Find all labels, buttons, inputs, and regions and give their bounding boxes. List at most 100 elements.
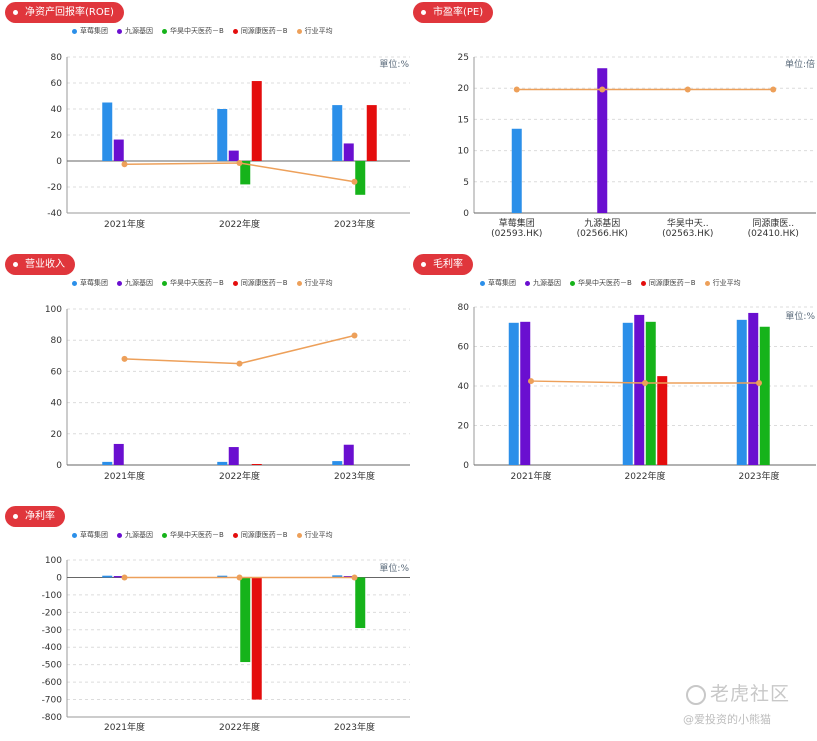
x-tick-label: 2021年度 (511, 470, 552, 482)
avg-point[interactable] (121, 355, 128, 362)
bar[interactable] (366, 105, 377, 161)
bar[interactable] (520, 321, 531, 465)
bar[interactable] (217, 575, 228, 578)
bar[interactable] (645, 321, 656, 465)
avg-point[interactable] (351, 574, 358, 581)
bar[interactable] (622, 322, 633, 465)
legend-item[interactable]: 华昊中天医药－B (162, 278, 224, 288)
x-tick-label: 2023年度 (334, 470, 375, 482)
bar[interactable] (355, 577, 366, 629)
bar[interactable] (102, 575, 113, 578)
bar[interactable] (102, 102, 113, 162)
bar[interactable] (228, 150, 239, 161)
bar[interactable] (634, 314, 645, 465)
bar[interactable] (759, 326, 770, 465)
legend-item[interactable]: 华昊中天医药－B (162, 26, 224, 36)
roe-legend[interactable]: 草莓集团 九源基因 华昊中天医药－B 同源康医药－B 行业平均 (72, 26, 342, 36)
x-tick-label: 华昊中天.. (02563.HK) (662, 217, 713, 239)
legend-label: 九源基因 (125, 531, 153, 539)
y-tick-label: 20 (51, 430, 63, 440)
legend-item[interactable]: 同源康医药－B (232, 530, 288, 540)
avg-point[interactable] (756, 380, 762, 387)
legend-label: 同源康医药－B (240, 531, 288, 539)
avg-point[interactable] (351, 332, 358, 339)
avg-point[interactable] (236, 159, 243, 166)
gross-legend[interactable]: 草莓集团 九源基因 华昊中天医药－B 同源康医药－B 行业平均 (480, 278, 750, 288)
bar[interactable] (240, 577, 251, 663)
bar[interactable] (748, 312, 759, 465)
gross-chart: 0 20 40 60 80 單位:% 2021年度 2022年度 2023年度 (458, 303, 816, 482)
bar[interactable] (332, 575, 343, 578)
net-title-tag: 净利率 (5, 506, 65, 527)
legend-item[interactable]: 同源康医药－B (232, 26, 288, 36)
y-tick-label: 0 (56, 461, 62, 471)
bar[interactable] (228, 447, 239, 465)
avg-point[interactable] (121, 161, 128, 168)
bar[interactable] (113, 443, 124, 465)
bar[interactable] (597, 68, 608, 214)
legend-item[interactable]: 同源康医药－B (640, 278, 696, 288)
avg-point[interactable] (528, 378, 534, 385)
legend-item[interactable]: 九源基因 (525, 278, 561, 288)
avg-point[interactable] (236, 574, 243, 581)
legend-item[interactable]: 九源基因 (117, 530, 153, 540)
bar[interactable] (355, 161, 366, 195)
y-tick-label: -800 (42, 713, 63, 723)
legend-dot-icon (296, 280, 302, 286)
avg-point[interactable] (351, 178, 358, 185)
bar[interactable] (332, 461, 343, 465)
unit-label: 单位:倍 (785, 58, 815, 70)
x-tick-label: 2023年度 (334, 721, 375, 733)
bar[interactable] (251, 577, 262, 700)
bar[interactable] (736, 319, 747, 465)
legend-item[interactable]: 草莓集团 (72, 530, 108, 540)
legend-item[interactable]: 华昊中天医药－B (162, 530, 224, 540)
legend-item[interactable]: 华昊中天医药－B (570, 278, 632, 288)
avg-point[interactable] (642, 380, 648, 387)
avg-point[interactable] (599, 86, 606, 93)
bar[interactable] (113, 139, 124, 161)
legend-item[interactable]: 草莓集团 (480, 278, 516, 288)
unit-label: 單位:% (379, 562, 409, 574)
legend-dot-icon (296, 532, 302, 538)
bar[interactable] (332, 105, 343, 161)
legend-item[interactable]: 九源基因 (117, 26, 153, 36)
avg-point[interactable] (513, 86, 520, 93)
bar[interactable] (113, 576, 124, 578)
y-tick-label: 10 (458, 147, 470, 157)
bar[interactable] (251, 81, 262, 161)
y-tick-label: -500 (42, 661, 63, 671)
legend-label: 行业平均 (304, 27, 333, 35)
bar[interactable] (217, 461, 228, 465)
avg-point[interactable] (684, 86, 691, 93)
legend-dot-icon (162, 532, 167, 538)
legend-item[interactable]: 草莓集团 (72, 26, 108, 36)
bar[interactable] (343, 444, 354, 465)
avg-point[interactable] (121, 574, 128, 581)
legend-item[interactable]: 行业平均 (704, 278, 741, 288)
legend-item[interactable]: 行业平均 (296, 530, 333, 540)
revenue-legend[interactable]: 草莓集团 九源基因 华昊中天医药－B 同源康医药－B 行业平均 (72, 278, 342, 288)
bar[interactable] (343, 143, 354, 161)
net-legend[interactable]: 草莓集团 九源基因 华昊中天医药－B 同源康医药－B 行业平均 (72, 530, 342, 540)
bar[interactable] (657, 376, 668, 465)
legend-item[interactable]: 草莓集团 (72, 278, 108, 288)
avg-point[interactable] (236, 360, 243, 367)
avg-point[interactable] (770, 86, 777, 93)
legend-item[interactable]: 行业平均 (296, 26, 333, 36)
bar[interactable] (102, 461, 113, 465)
bar[interactable] (251, 464, 262, 465)
legend-dot-icon (162, 280, 167, 286)
bar[interactable] (240, 161, 251, 185)
x-tick-label: 同源康医.. (02410.HK) (748, 217, 799, 239)
bar[interactable] (511, 128, 522, 213)
y-tick-label: -300 (42, 626, 63, 636)
legend-item[interactable]: 九源基因 (117, 278, 153, 288)
legend-item[interactable]: 同源康医药－B (232, 278, 288, 288)
legend-dot-icon (480, 280, 485, 286)
x-tick-label: 草莓集团(02593.HK) (491, 217, 542, 239)
bar[interactable] (508, 322, 519, 465)
bar[interactable] (217, 109, 228, 161)
legend-item[interactable]: 行业平均 (296, 278, 333, 288)
y-tick-label: 15 (458, 115, 469, 125)
